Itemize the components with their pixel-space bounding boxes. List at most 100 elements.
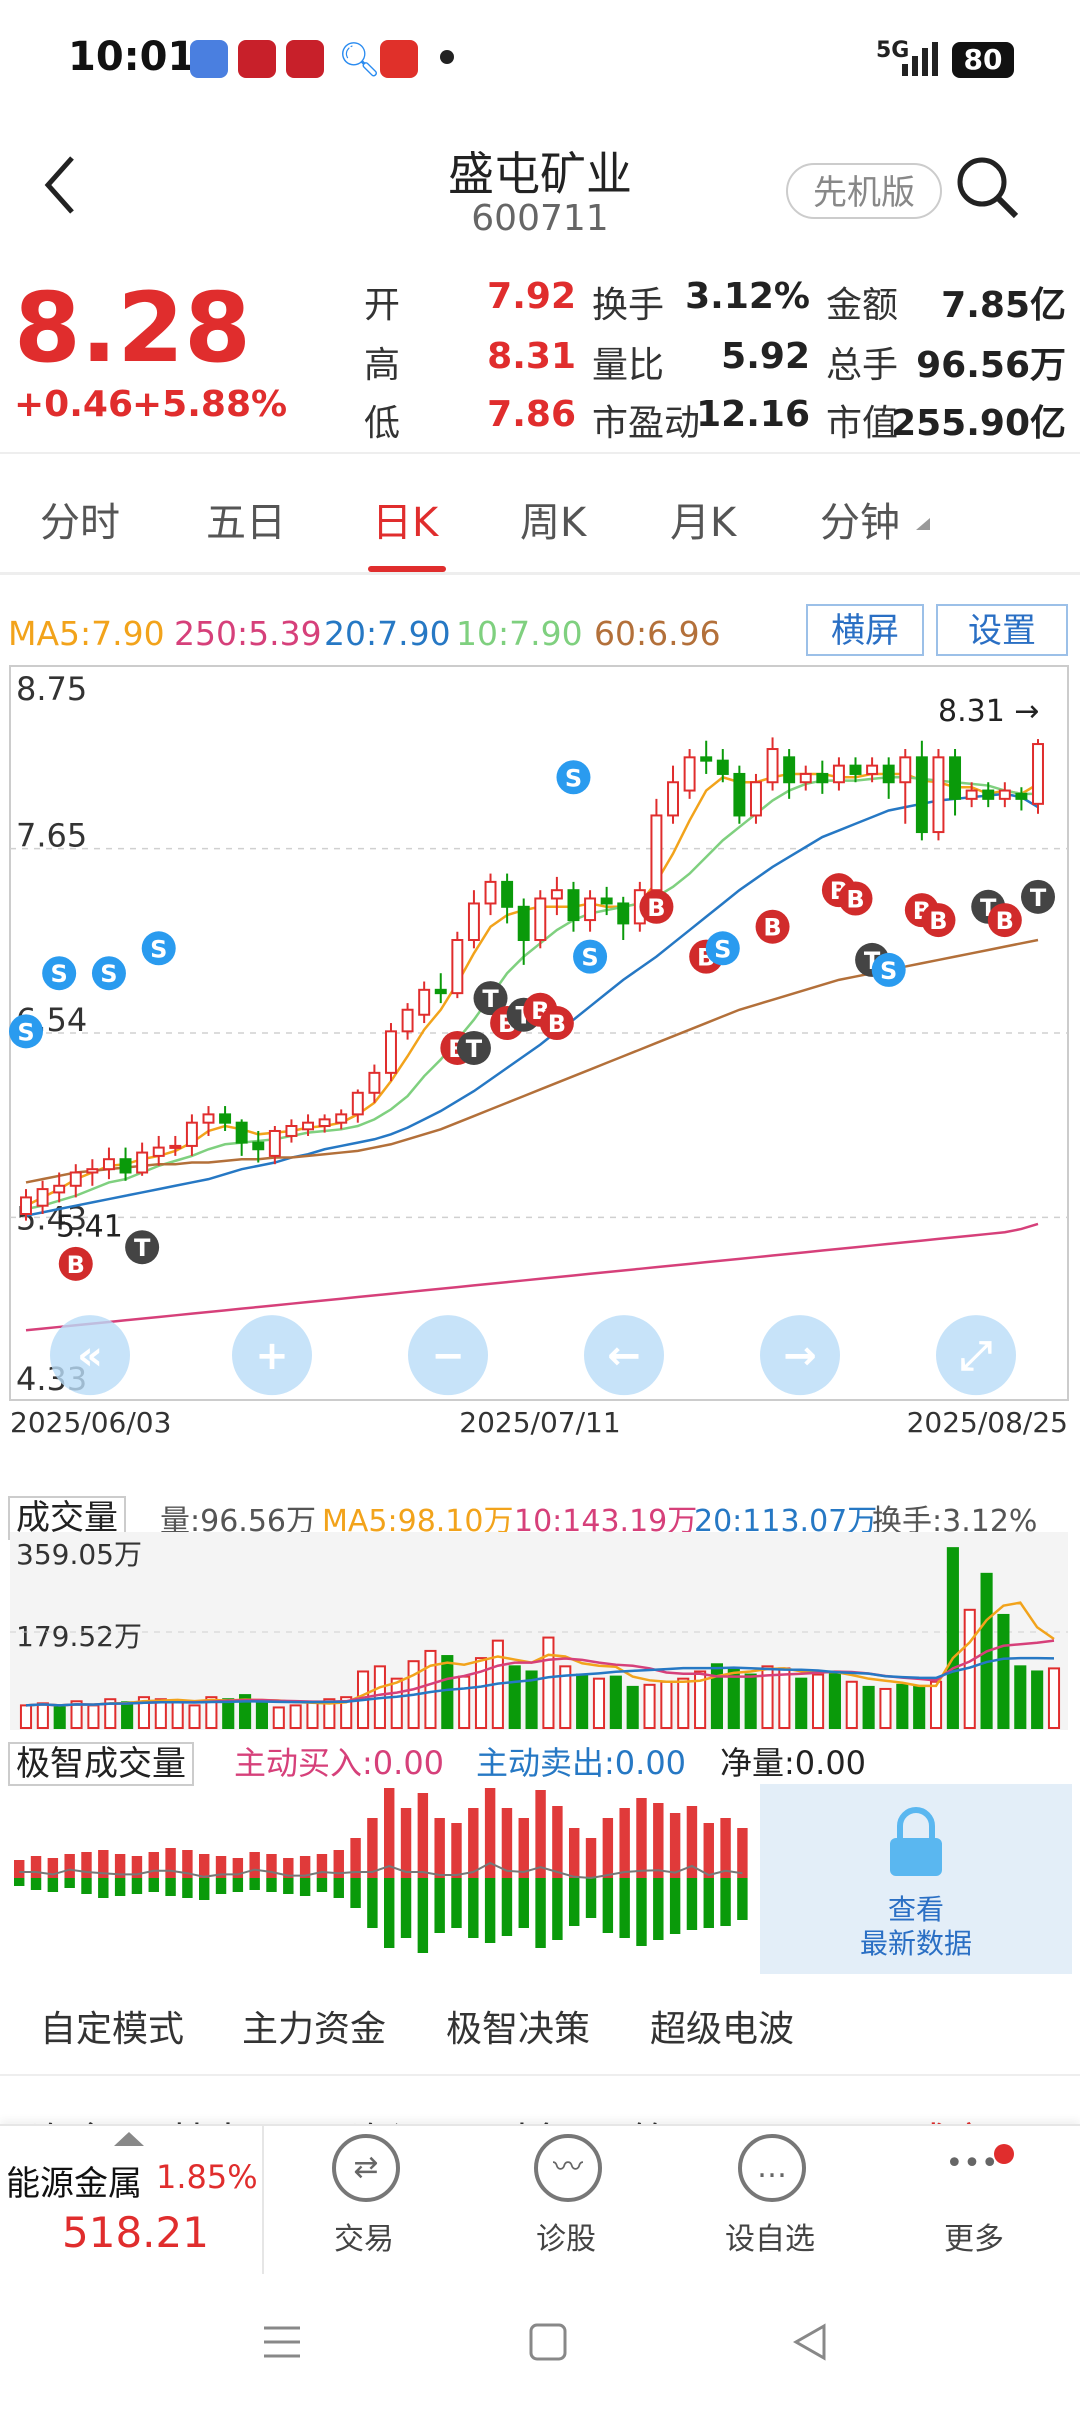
signal-label: S — [51, 960, 68, 988]
expand-up-icon — [114, 2132, 144, 2146]
nav-item-3[interactable]: ••• 更多 — [894, 2130, 1054, 2270]
battery-icon: 80 — [952, 42, 1014, 78]
nav-item-2[interactable]: … 设自选 — [690, 2130, 850, 2270]
tab-3[interactable]: 周K — [520, 500, 587, 546]
landscape-button[interactable]: 横屏 — [806, 604, 924, 656]
chart-control-button[interactable]: ⤢ — [936, 1315, 1016, 1396]
volume-bar — [929, 1680, 943, 1729]
settings-button[interactable]: 设置 — [936, 604, 1068, 656]
mode-tab[interactable]: 极智决策 — [446, 2009, 591, 2050]
volume-bar — [137, 1696, 151, 1730]
candle-body — [53, 1184, 66, 1194]
mode-tab[interactable]: 主力资金 — [242, 2009, 387, 2050]
signal-label: T — [482, 985, 499, 1013]
ma250-line — [25, 1222, 1039, 1332]
active-buy-bar — [636, 1798, 647, 1878]
quote-label: 低 — [364, 403, 401, 444]
volume-bar — [1031, 1670, 1044, 1730]
volume-bar — [508, 1665, 521, 1729]
volume-bar — [53, 1706, 66, 1729]
home-icon[interactable] — [528, 2322, 568, 2362]
volume-bar — [559, 1665, 572, 1729]
signal-marker — [556, 760, 591, 795]
volume-bar — [626, 1685, 639, 1729]
tab-4[interactable]: 月K — [670, 500, 737, 546]
active-buy-bar — [484, 1788, 496, 1878]
search-notification-icon: 🔍︎ — [338, 40, 382, 80]
ma-legend-item: 250:5.39 — [174, 614, 322, 653]
quote-label: 换手 — [592, 285, 665, 326]
low-annotation: 5.41 — [56, 1210, 123, 1245]
signal-marker — [838, 881, 873, 916]
mode-tab[interactable]: 超级电波 — [650, 2009, 795, 2050]
active-sell-bar — [518, 1878, 529, 1928]
active-buy-bar — [653, 1803, 664, 1878]
search-icon[interactable] — [952, 152, 1022, 222]
chart-control-button[interactable]: ← — [584, 1315, 664, 1396]
candle-body — [965, 789, 978, 800]
chart-control-icon: → — [783, 1333, 817, 1379]
active-buy-bar — [602, 1818, 614, 1878]
chart-control-button[interactable]: − — [408, 1315, 488, 1396]
candle-body — [36, 1188, 49, 1207]
candle-body — [434, 988, 447, 995]
volume-bar — [222, 1698, 235, 1730]
nav-item-0[interactable]: ⇄ 交易 — [284, 2130, 444, 2270]
chart-control-button[interactable]: + — [232, 1315, 312, 1396]
chart-control-bg — [584, 1315, 664, 1396]
signal-label: S — [714, 935, 731, 963]
quote-label: 开 — [364, 285, 401, 326]
signal-label: B — [67, 1251, 85, 1279]
active-buy-bar — [552, 1806, 563, 1878]
active-sell-bar — [501, 1878, 513, 1936]
version-toggle-button[interactable]: 先机版 — [786, 163, 942, 219]
exchange-icon: ⇄ — [332, 2134, 400, 2202]
quote-value: 255.90亿 — [891, 403, 1066, 444]
volume-bar — [306, 1701, 319, 1730]
volume-bar — [323, 1698, 336, 1730]
active-buy-label: 主动买入:0.00 — [234, 1744, 445, 1782]
candle-body — [20, 1196, 32, 1216]
volume-bar — [643, 1683, 656, 1729]
y-tick-label: 7.65 — [16, 817, 87, 855]
recent-apps-icon[interactable] — [262, 2324, 302, 2360]
locked-data-panel[interactable]: 查看 最新数据 — [760, 1784, 1072, 1974]
candle-body — [915, 756, 928, 834]
tab-0[interactable]: 分时 — [40, 500, 120, 546]
volume-bar — [70, 1700, 83, 1729]
candle-body — [766, 748, 779, 784]
mode-tab[interactable]: 自定模式 — [40, 2009, 185, 2050]
candle-body — [517, 905, 530, 942]
active-sell-bar — [148, 1878, 159, 1892]
index-card[interactable]: 能源金属 1.85% 518.21 — [0, 2126, 264, 2274]
quote-value: 3.12% — [685, 276, 810, 317]
quote-label: 量比 — [592, 345, 665, 386]
volume-bar — [424, 1649, 437, 1729]
jizhi-volume-chart — [14, 1788, 748, 1953]
tab-1[interactable]: 五日 — [206, 500, 286, 546]
active-buy-bar — [316, 1854, 328, 1878]
back-nav-icon[interactable] — [790, 2322, 830, 2362]
active-sell-bar — [81, 1878, 92, 1894]
chart-control-button[interactable]: « — [50, 1315, 130, 1396]
tab-5[interactable]: 分钟 — [820, 500, 900, 546]
active-buy-bar — [232, 1858, 244, 1878]
nav-item-1[interactable]: 〰诊股 — [486, 2130, 646, 2270]
back-arrow-icon[interactable] — [40, 150, 80, 220]
signal-marker — [921, 903, 956, 938]
candle-body — [998, 789, 1011, 800]
active-buy-bar — [283, 1858, 294, 1878]
lock-text-line2: 最新数据 — [859, 1927, 972, 1960]
tab-2[interactable]: 日K — [372, 500, 439, 546]
chart-control-button[interactable]: → — [760, 1315, 840, 1396]
candle-body — [584, 897, 597, 922]
volume-bg — [10, 1532, 1068, 1730]
candle-body — [716, 759, 729, 775]
candle-body — [1032, 743, 1044, 805]
active-buy-bar — [703, 1823, 714, 1878]
candle-body — [501, 880, 514, 908]
quote-value: 8.31 — [487, 336, 576, 377]
jizhi-indicator-selector[interactable]: 极智成交量 — [8, 1736, 194, 1786]
volume-chart[interactable]: 359.05万 179.52万 — [0, 1532, 1080, 1732]
